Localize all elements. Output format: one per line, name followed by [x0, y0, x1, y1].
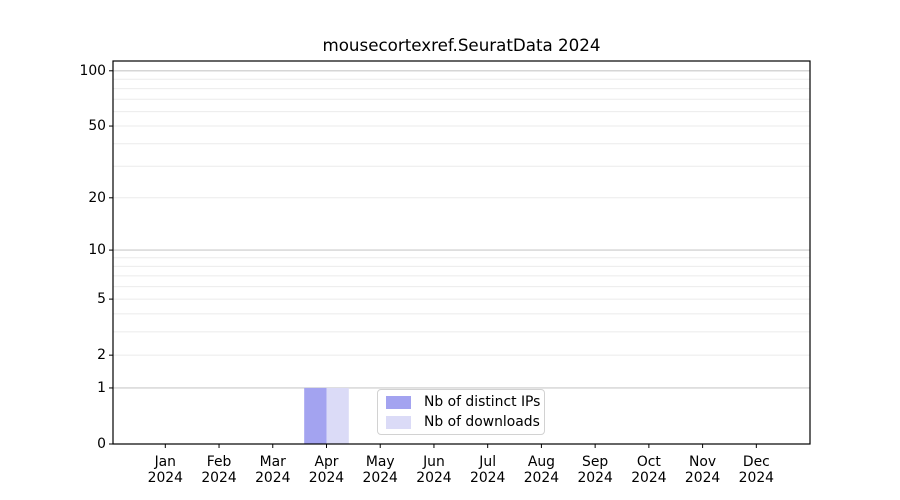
plot-border — [112, 60, 811, 445]
x-tick-label-month: May — [366, 454, 395, 470]
legend: Nb of distinct IPs Nb of downloads — [377, 389, 545, 435]
legend-swatch-downloads — [386, 415, 411, 429]
x-tick-label-year: 2024 — [148, 470, 184, 486]
y-tick-label: 1 — [97, 380, 106, 396]
x-tick-label-year: 2024 — [739, 470, 775, 486]
x-tick-label-month: Jun — [422, 454, 445, 470]
x-tick-label-month: Jul — [478, 454, 496, 470]
chart-title: mousecortexref.SeuratData 2024 — [322, 35, 601, 55]
y-tick-label: 50 — [88, 118, 106, 134]
legend-swatch-distinct-ips — [386, 395, 411, 409]
x-tick-label-year: 2024 — [255, 470, 291, 486]
legend-label-distinct-ips: Nb of distinct IPs — [424, 394, 541, 410]
bar-downloads — [326, 387, 349, 444]
x-tick-label-month: Apr — [314, 454, 338, 470]
x-tick-label-month: Feb — [207, 454, 232, 470]
y-tick-label: 100 — [79, 63, 106, 79]
x-tick-label-year: 2024 — [685, 470, 721, 486]
x-tick-label-year: 2024 — [363, 470, 399, 486]
y-tick-label: 20 — [88, 190, 106, 206]
x-tick-label-month: Dec — [743, 454, 770, 470]
x-tick-label-year: 2024 — [631, 470, 667, 486]
x-tick-label-month: Aug — [528, 454, 555, 470]
y-tick-label: 10 — [88, 242, 106, 258]
y-tick-label: 5 — [97, 291, 106, 307]
y-tick-label: 0 — [97, 436, 106, 452]
x-tick-label-year: 2024 — [416, 470, 452, 486]
x-tick-label-year: 2024 — [201, 470, 237, 486]
x-tick-label-year: 2024 — [524, 470, 560, 486]
legend-entry-distinct-ips: Nb of distinct IPs — [386, 394, 544, 411]
x-tick-label-month: Mar — [260, 454, 286, 470]
legend-label-downloads: Nb of downloads — [424, 414, 540, 430]
x-tick-label-year: 2024 — [470, 470, 506, 486]
x-tick-label-month: Oct — [637, 454, 662, 470]
x-tick-label-month: Nov — [689, 454, 716, 470]
y-tick-label: 2 — [97, 347, 106, 363]
legend-entry-downloads: Nb of downloads — [386, 414, 544, 431]
bar-distinct-ips — [304, 387, 327, 444]
x-tick-label-year: 2024 — [577, 470, 613, 486]
x-tick-label-month: Sep — [582, 454, 608, 470]
x-tick-label-month: Jan — [154, 454, 176, 470]
x-tick-label-year: 2024 — [309, 470, 345, 486]
